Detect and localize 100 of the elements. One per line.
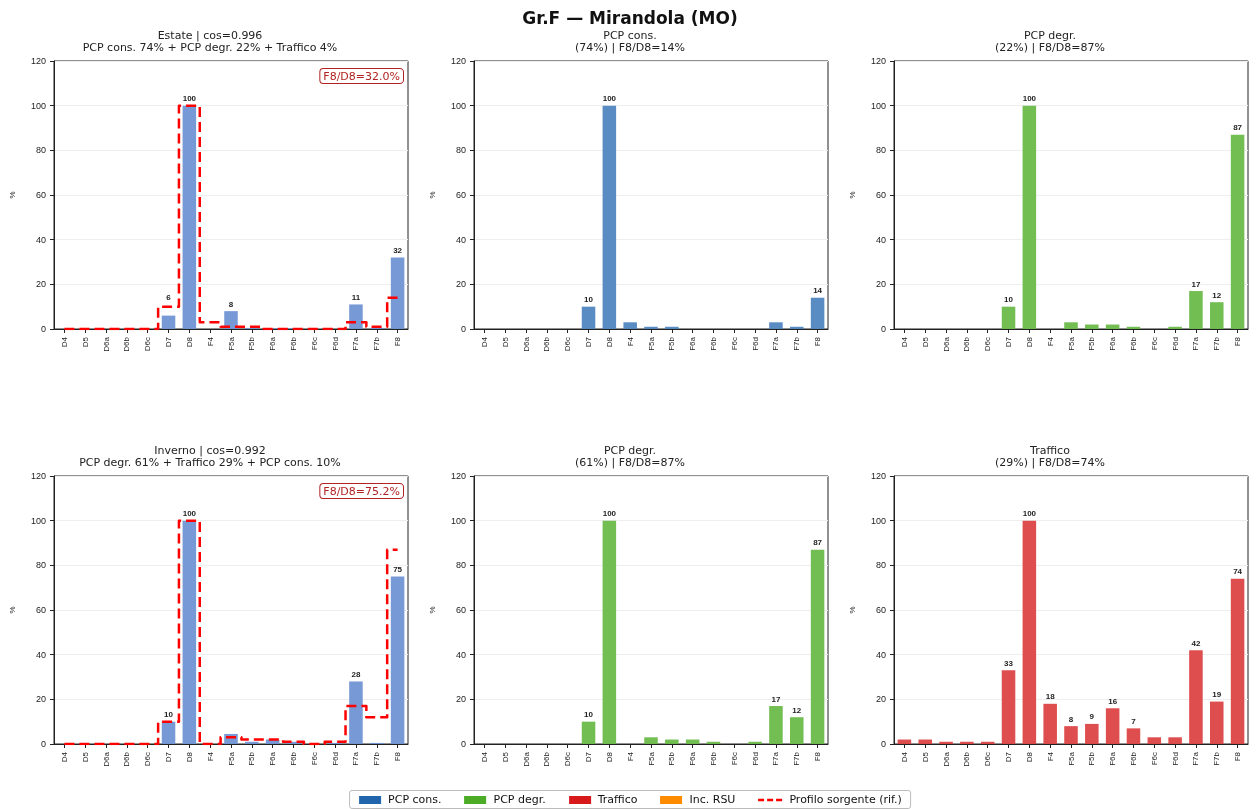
x-tick-label: F8 xyxy=(813,751,823,762)
bar xyxy=(623,322,637,329)
data-label: 28 xyxy=(351,669,361,679)
data-label: 87 xyxy=(1233,123,1243,133)
x-tick-label: F7b xyxy=(372,751,382,766)
x-tick-label: F5a xyxy=(226,751,236,766)
y-tick-label: 40 xyxy=(455,234,466,245)
chart-subtitle: PCP degr. 61% + Traffico 29% + PCP cons. 10% xyxy=(79,456,341,469)
data-label: 12 xyxy=(792,705,802,715)
x-tick-label: D6a xyxy=(521,751,531,767)
bar xyxy=(769,322,783,329)
x-tick-label: F6a xyxy=(1108,336,1118,351)
y-axis-title: % xyxy=(847,191,857,199)
x-tick-label: D8 xyxy=(1024,336,1034,348)
x-tick-label: D8 xyxy=(1024,751,1034,763)
y-tick-label: 80 xyxy=(455,145,466,156)
bar xyxy=(665,326,679,329)
y-axis-title: % xyxy=(7,191,17,199)
bar xyxy=(810,297,825,329)
x-tick-label: D6c xyxy=(563,752,573,767)
data-label: 10 xyxy=(164,710,174,720)
data-label: 11 xyxy=(351,292,361,302)
x-tick-label: F4 xyxy=(205,336,215,347)
y-axis-title: % xyxy=(7,606,17,614)
x-tick-label: F6c xyxy=(309,337,319,351)
x-tick-label: F7a xyxy=(771,751,781,766)
x-tick-label: F5a xyxy=(1066,751,1076,766)
bar xyxy=(349,304,363,329)
x-tick-label: F8 xyxy=(1233,336,1243,347)
bar xyxy=(1210,302,1224,329)
x-tick-label: D5 xyxy=(80,751,90,763)
x-tick-label: D6b xyxy=(122,336,132,352)
x-tick-label: D6a xyxy=(101,336,111,352)
y-tick-label: 80 xyxy=(35,560,46,571)
x-tick-label: D4 xyxy=(59,751,69,763)
data-label: 100 xyxy=(602,509,617,519)
y-tick-label: 100 xyxy=(870,100,886,111)
chart-title: Traffico xyxy=(1029,444,1071,457)
x-tick-label: F6a xyxy=(688,336,698,351)
x-tick-label: F7b xyxy=(1212,751,1222,766)
bar xyxy=(1085,723,1099,744)
data-label: 100 xyxy=(182,94,197,104)
bar xyxy=(1189,650,1203,744)
x-tick-label: F4 xyxy=(1045,336,1055,347)
legend-label: PCP degr. xyxy=(493,793,546,806)
chart-title: Inverno | cos=0.992 xyxy=(154,444,266,457)
x-tick-label: D8 xyxy=(184,751,194,763)
x-tick-label: D6c xyxy=(983,752,993,767)
x-tick-label: F6c xyxy=(729,337,739,351)
bar xyxy=(1105,708,1120,744)
chart-title: PCP cons. xyxy=(603,29,657,42)
x-tick-label: D5 xyxy=(80,336,90,348)
x-tick-label: F7a xyxy=(1191,751,1201,766)
x-tick-label: F8 xyxy=(393,751,403,762)
x-tick-label: F6c xyxy=(309,752,319,766)
y-axis-title: % xyxy=(427,191,437,199)
y-tick-label: 60 xyxy=(455,605,466,615)
x-tick-label: D6b xyxy=(122,751,132,767)
chart-subtitle: (22%) | F8/D8=87% xyxy=(995,41,1105,54)
data-label: 7 xyxy=(1131,716,1137,726)
x-tick-label: F5b xyxy=(667,751,677,766)
y-tick-label: 120 xyxy=(30,471,46,481)
data-label: 9 xyxy=(1089,712,1095,722)
x-tick-label: F6a xyxy=(1108,751,1118,766)
x-tick-label: F6c xyxy=(729,752,739,766)
bar xyxy=(810,549,825,744)
y-tick-label: 60 xyxy=(455,190,466,200)
data-label: 100 xyxy=(1022,94,1037,104)
y-tick-label: 40 xyxy=(875,649,886,660)
bar xyxy=(1064,322,1078,329)
x-tick-label: F7a xyxy=(771,336,781,351)
chart-title: PCP degr. xyxy=(603,444,657,457)
x-tick-label: F6b xyxy=(288,751,298,766)
y-tick-label: 100 xyxy=(30,515,46,526)
y-tick-label: 40 xyxy=(455,649,466,660)
bar xyxy=(1001,670,1016,744)
y-tick-label: 20 xyxy=(455,694,466,705)
x-tick-label: F6b xyxy=(708,336,718,351)
y-tick-label: 80 xyxy=(35,145,46,156)
x-tick-label: F6b xyxy=(1128,336,1138,351)
y-tick-label: 20 xyxy=(875,279,886,290)
bar xyxy=(161,315,176,329)
x-tick-label: D6a xyxy=(941,336,951,352)
x-tick-label: D7 xyxy=(1004,336,1014,348)
bar xyxy=(245,741,259,744)
x-tick-label: F6d xyxy=(330,337,340,351)
chart-subtitle: (29%) | F8/D8=74% xyxy=(995,456,1105,469)
bar xyxy=(918,739,932,744)
data-label: 16 xyxy=(1108,696,1118,706)
x-tick-label: F8 xyxy=(393,336,403,347)
x-tick-label: D8 xyxy=(604,336,614,348)
y-tick-label: 100 xyxy=(450,100,466,111)
x-tick-label: D6a xyxy=(941,751,951,767)
bar xyxy=(665,739,679,744)
y-tick-label: 120 xyxy=(870,471,886,481)
x-tick-label: F6d xyxy=(750,337,760,351)
y-tick-label: 120 xyxy=(870,56,886,66)
bar xyxy=(1189,291,1203,329)
x-tick-label: F5b xyxy=(1087,751,1097,766)
x-tick-label: D6c xyxy=(983,337,993,352)
